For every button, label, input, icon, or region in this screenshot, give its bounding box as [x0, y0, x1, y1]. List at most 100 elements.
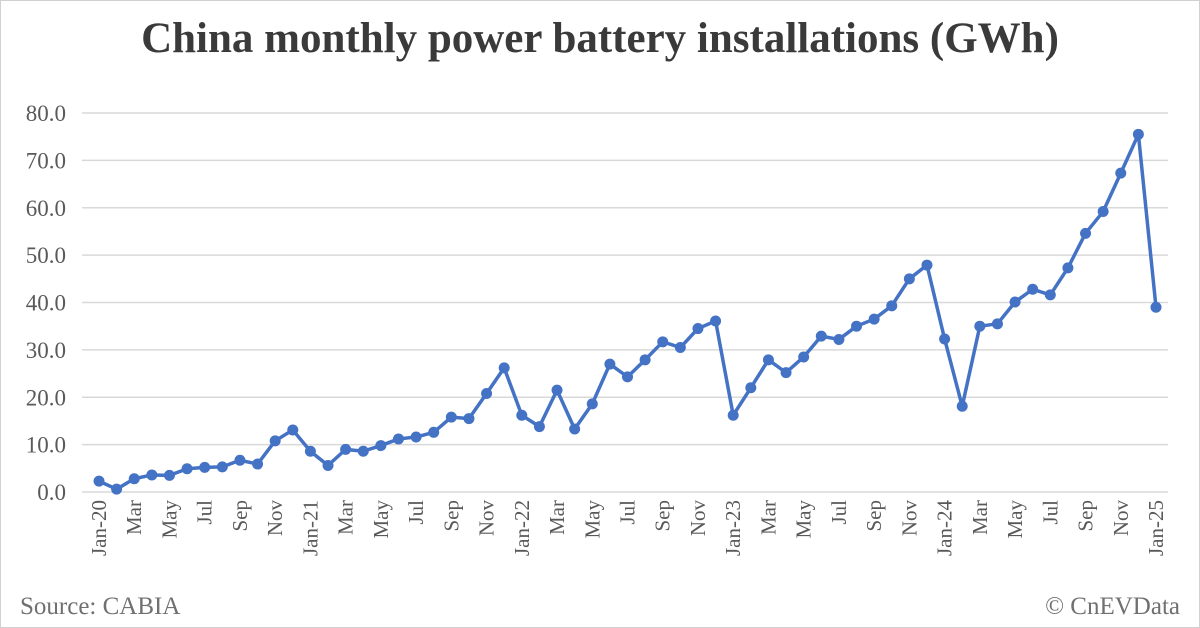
x-tick-label: May — [792, 500, 816, 539]
x-tick-label: Mar — [756, 500, 780, 535]
data-point — [903, 273, 915, 285]
data-point — [111, 483, 123, 495]
data-point — [1132, 128, 1144, 140]
y-tick-label: 70.0 — [26, 148, 66, 173]
data-point — [604, 358, 616, 370]
y-tick-label: 40.0 — [26, 291, 66, 316]
data-point — [1027, 283, 1039, 295]
data-point — [516, 409, 528, 421]
data-point — [762, 354, 774, 366]
x-tick-label: Nov — [897, 500, 921, 537]
data-point — [657, 336, 669, 348]
chart-title: China monthly power battery installation… — [141, 15, 1059, 62]
x-tick-label: Sep — [862, 500, 886, 532]
data-point — [498, 362, 510, 374]
x-tick-label: May — [369, 500, 393, 539]
data-point — [322, 459, 334, 471]
data-point — [533, 421, 545, 433]
data-point — [974, 320, 986, 332]
data-point — [234, 454, 246, 466]
y-tick-label: 0.0 — [37, 480, 66, 505]
x-tick-label: Sep — [228, 500, 252, 532]
data-point — [481, 387, 493, 399]
y-tick-label: 20.0 — [26, 385, 66, 410]
data-point — [1097, 206, 1109, 218]
data-point — [128, 473, 140, 485]
x-tick-label: Jan-22 — [510, 500, 534, 556]
x-tick-label: Jan-23 — [721, 500, 745, 556]
x-tick-label: Mar — [334, 500, 358, 535]
x-tick-label: Nov — [1109, 500, 1133, 537]
data-point — [622, 371, 633, 383]
data-point — [991, 318, 1003, 330]
data-point — [163, 469, 175, 481]
y-tick-label: 80.0 — [26, 101, 66, 126]
x-tick-label: Nov — [475, 500, 499, 537]
x-tick-label: May — [157, 500, 181, 539]
x-tick-label: Nov — [686, 500, 710, 537]
data-point — [727, 409, 739, 421]
x-tick-label: May — [580, 500, 604, 539]
data-point — [93, 475, 105, 487]
data-point — [269, 435, 281, 447]
y-tick-label: 10.0 — [26, 433, 66, 458]
data-point — [886, 300, 898, 312]
data-point — [939, 333, 951, 345]
data-point — [692, 323, 704, 335]
data-point — [815, 330, 827, 342]
data-point — [146, 469, 158, 481]
data-point — [586, 398, 598, 410]
x-tick-label: Sep — [651, 500, 675, 532]
data-point — [551, 384, 563, 396]
data-point — [710, 315, 722, 327]
data-point — [798, 351, 810, 363]
x-tick-label: Jan-24 — [933, 500, 957, 556]
x-tick-label: Sep — [439, 500, 463, 532]
x-tick-label: Nov — [263, 500, 287, 537]
x-tick-label: May — [1003, 500, 1027, 539]
data-point — [1044, 289, 1056, 301]
y-tick-label: 30.0 — [26, 338, 66, 363]
data-point — [674, 342, 686, 354]
data-point — [287, 424, 299, 436]
data-point — [304, 445, 316, 457]
data-point — [428, 426, 440, 438]
data-point — [1009, 296, 1021, 308]
data-point — [956, 400, 968, 412]
x-tick-label: Jul — [193, 500, 217, 525]
data-point — [745, 382, 757, 394]
series-line — [98, 132, 1158, 491]
data-point — [445, 411, 457, 423]
data-point — [463, 413, 475, 425]
x-tick-label: Jan-21 — [298, 500, 322, 556]
data-point — [868, 313, 880, 325]
x-tick-label: Mar — [968, 500, 992, 535]
data-point — [569, 423, 581, 435]
data-point — [780, 367, 792, 379]
data-point — [1080, 227, 1092, 239]
x-tick-label: Mar — [545, 500, 569, 535]
source-note: Source: CABIA — [20, 593, 181, 620]
data-point — [833, 333, 845, 345]
y-tick-label: 50.0 — [26, 243, 66, 268]
data-point — [392, 433, 404, 445]
x-tick-label: Sep — [1074, 500, 1098, 532]
data-point — [340, 443, 352, 455]
x-tick-label: Mar — [122, 500, 146, 535]
data-point — [639, 354, 651, 366]
data-point — [357, 445, 369, 457]
data-point — [375, 440, 387, 452]
x-tick-label: Jul — [616, 500, 640, 525]
data-point — [851, 320, 863, 332]
data-point — [921, 259, 933, 271]
data-point — [1062, 262, 1074, 274]
y-tick-label: 60.0 — [26, 196, 66, 221]
x-tick-label: Jul — [827, 500, 851, 525]
x-tick-label: Jul — [404, 500, 428, 525]
data-point — [1150, 301, 1162, 313]
data-point — [216, 461, 228, 473]
data-point — [1115, 167, 1127, 179]
data-point — [199, 461, 211, 473]
x-tick-label: Jan-20 — [87, 500, 111, 556]
